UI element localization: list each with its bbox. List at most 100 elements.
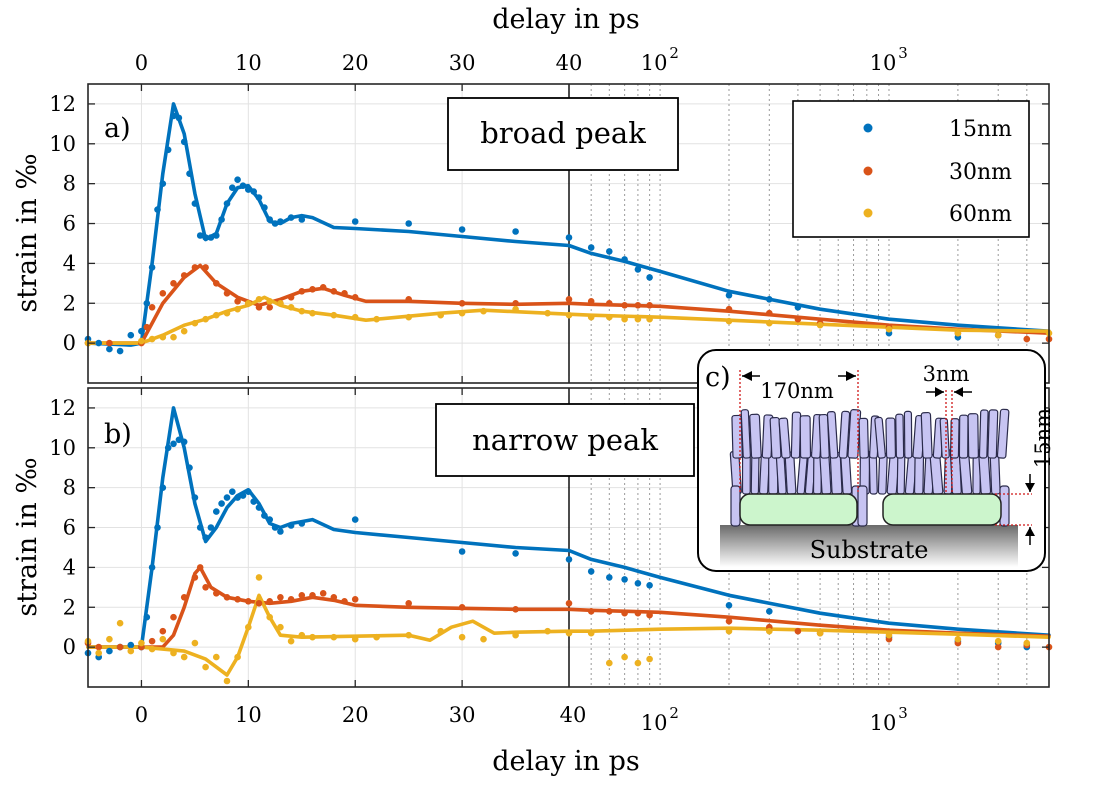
nanorod bbox=[857, 485, 868, 527]
ytick-label: 10 bbox=[49, 132, 76, 156]
nanorod bbox=[885, 417, 897, 459]
nanorod bbox=[826, 411, 839, 459]
data-point-15nm bbox=[725, 292, 733, 299]
data-point-60nm bbox=[766, 319, 773, 327]
data-point-30nm bbox=[298, 288, 306, 295]
data-point-15nm bbox=[106, 647, 113, 655]
data-point-60nm bbox=[330, 311, 338, 319]
data-point-15nm bbox=[458, 548, 466, 555]
data-point-15nm bbox=[255, 504, 263, 511]
data-point-60nm bbox=[351, 635, 359, 643]
ytick-label: 12 bbox=[49, 92, 76, 116]
data-point-30nm bbox=[646, 611, 653, 619]
data-point-15nm bbox=[250, 498, 257, 505]
data-point-60nm bbox=[287, 637, 295, 645]
bottom-log-tick-exponent: 3 bbox=[898, 704, 908, 722]
data-point-15nm bbox=[234, 494, 241, 501]
nanorod bbox=[868, 453, 878, 495]
data-point-60nm bbox=[437, 311, 445, 319]
data-point-60nm bbox=[351, 313, 359, 321]
data-point-15nm bbox=[287, 522, 295, 529]
nanorod bbox=[895, 413, 905, 459]
data-point-15nm bbox=[159, 180, 167, 187]
top-xtick-label: 30 bbox=[449, 51, 476, 75]
data-point-15nm bbox=[186, 170, 193, 177]
data-point-60nm bbox=[159, 333, 167, 341]
data-point-60nm bbox=[180, 653, 188, 661]
top-log-tick-exponent: 2 bbox=[669, 44, 679, 62]
height-label: 15nm bbox=[1031, 408, 1055, 468]
data-point-30nm bbox=[148, 637, 156, 645]
data-point-30nm bbox=[565, 600, 573, 607]
data-point-60nm bbox=[234, 305, 241, 313]
data-point-30nm bbox=[223, 290, 231, 297]
data-point-60nm bbox=[287, 304, 295, 311]
data-point-30nm bbox=[725, 617, 733, 625]
data-point-60nm bbox=[587, 629, 595, 637]
data-point-15nm bbox=[229, 184, 236, 191]
data-point-60nm bbox=[127, 647, 135, 655]
data-point-30nm bbox=[245, 598, 252, 605]
data-point-30nm bbox=[405, 296, 413, 303]
data-point-15nm bbox=[634, 266, 642, 273]
data-point-60nm bbox=[266, 298, 274, 305]
data-point-60nm bbox=[565, 629, 573, 637]
data-point-60nm bbox=[766, 627, 773, 635]
top-axis-title: delay in ps bbox=[492, 4, 640, 35]
data-point-15nm bbox=[154, 206, 161, 213]
data-point-30nm bbox=[351, 596, 359, 603]
data-point-15nm bbox=[218, 216, 225, 223]
data-point-60nm bbox=[309, 309, 316, 317]
data-point-15nm bbox=[512, 228, 519, 235]
data-point-60nm bbox=[373, 633, 380, 641]
data-point-60nm bbox=[458, 633, 466, 641]
data-point-30nm bbox=[95, 643, 102, 651]
nanorod bbox=[996, 408, 1010, 459]
data-point-30nm bbox=[298, 592, 306, 599]
data-point-15nm bbox=[170, 440, 177, 448]
data-point-30nm bbox=[794, 315, 802, 323]
panel-a-ylabel: strain in ‰ bbox=[12, 153, 43, 312]
data-point-15nm bbox=[207, 524, 215, 531]
nanorod bbox=[858, 417, 870, 459]
data-point-15nm bbox=[565, 556, 573, 563]
panel-b-points bbox=[84, 436, 1053, 685]
inset-c: c) Substrate 170nm 3nm bbox=[697, 349, 1055, 572]
data-point-60nm bbox=[587, 313, 595, 321]
data-point-60nm bbox=[634, 315, 642, 323]
data-point-15nm bbox=[180, 138, 188, 146]
data-point-60nm bbox=[191, 319, 199, 327]
nanorod bbox=[939, 417, 950, 459]
bottom-xtick-label: 0 bbox=[135, 703, 148, 727]
data-point-15nm bbox=[143, 300, 151, 307]
data-point-60nm bbox=[1023, 639, 1031, 647]
nanorod bbox=[758, 453, 771, 495]
data-point-60nm bbox=[634, 659, 642, 667]
data-point-30nm bbox=[319, 590, 327, 597]
data-point-30nm bbox=[266, 304, 274, 311]
data-point-15nm bbox=[223, 494, 231, 501]
data-point-30nm bbox=[341, 598, 348, 605]
data-point-30nm bbox=[606, 300, 613, 307]
nanorod bbox=[903, 410, 913, 459]
data-point-30nm bbox=[766, 309, 773, 317]
data-point-15nm bbox=[606, 574, 613, 581]
data-point-15nm bbox=[143, 613, 151, 621]
data-point-60nm bbox=[512, 631, 519, 639]
data-point-30nm bbox=[196, 564, 204, 571]
data-point-15nm bbox=[766, 296, 773, 303]
nanorod bbox=[731, 414, 743, 459]
data-point-60nm bbox=[646, 315, 653, 323]
width-label: 170nm bbox=[760, 379, 834, 403]
data-point-30nm bbox=[309, 592, 316, 599]
data-point-60nm bbox=[202, 663, 209, 671]
data-point-15nm bbox=[565, 234, 573, 241]
data-point-60nm bbox=[994, 637, 1002, 645]
data-point-15nm bbox=[164, 444, 172, 452]
data-point-60nm bbox=[138, 639, 145, 647]
nanorod bbox=[838, 410, 851, 459]
data-point-60nm bbox=[816, 629, 824, 637]
data-point-60nm bbox=[885, 325, 893, 333]
data-point-15nm bbox=[794, 304, 802, 311]
